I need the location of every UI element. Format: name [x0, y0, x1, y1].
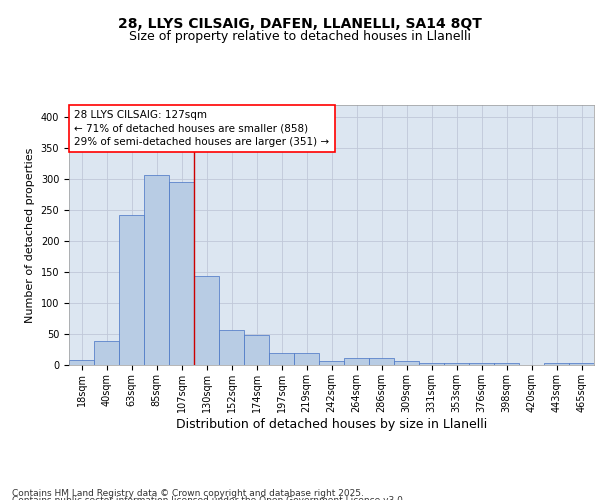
Bar [69, 360, 94, 365]
Bar [144, 175, 169, 365]
Bar [319, 360, 344, 365]
Bar [444, 362, 469, 365]
Bar [569, 362, 594, 365]
Text: Contains HM Land Registry data © Crown copyright and database right 2025.: Contains HM Land Registry data © Crown c… [12, 488, 364, 498]
Bar [369, 358, 394, 365]
Bar [419, 362, 444, 365]
Bar [494, 362, 519, 365]
Bar [469, 363, 494, 365]
Y-axis label: Number of detached properties: Number of detached properties [25, 148, 35, 322]
Text: Size of property relative to detached houses in Llanelli: Size of property relative to detached ho… [129, 30, 471, 43]
Text: 28, LLYS CILSAIG, DAFEN, LLANELLI, SA14 8QT: 28, LLYS CILSAIG, DAFEN, LLANELLI, SA14 … [118, 18, 482, 32]
Bar [119, 214, 144, 365]
Bar [94, 342, 119, 365]
Text: 28 LLYS CILSAIG: 127sqm
← 71% of detached houses are smaller (858)
29% of semi-d: 28 LLYS CILSAIG: 127sqm ← 71% of detache… [74, 110, 329, 146]
Bar [219, 330, 244, 365]
Bar [344, 358, 369, 365]
Bar [244, 336, 269, 365]
Bar [169, 182, 194, 365]
X-axis label: Distribution of detached houses by size in Llanelli: Distribution of detached houses by size … [176, 418, 487, 430]
Bar [394, 360, 419, 365]
Text: Contains public sector information licensed under the Open Government Licence v3: Contains public sector information licen… [12, 496, 406, 500]
Bar [194, 276, 219, 365]
Bar [269, 352, 294, 365]
Bar [294, 352, 319, 365]
Bar [544, 362, 569, 365]
